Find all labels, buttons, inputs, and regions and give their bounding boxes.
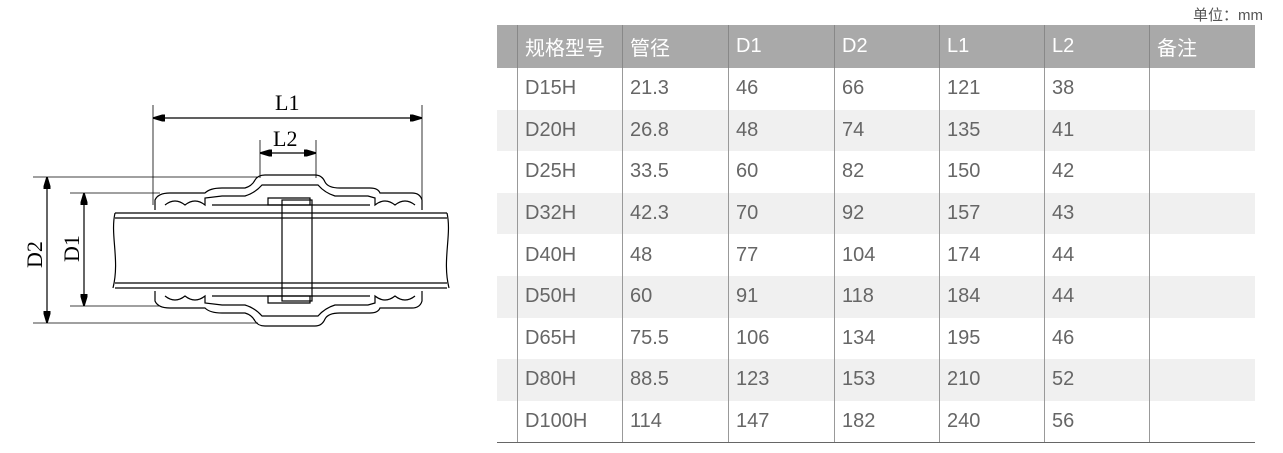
table-cell: D80H (517, 359, 623, 401)
header-cell: L2 (1044, 25, 1150, 68)
row-spacer (497, 68, 518, 110)
table-cell: 114 (622, 400, 729, 444)
table-cell: D100H (517, 400, 623, 444)
header-cell: 备注 (1149, 25, 1255, 68)
table-cell: 134 (834, 317, 940, 360)
table-cell: 77 (728, 234, 835, 276)
table-cell: 75.5 (622, 317, 729, 360)
table-cell: 210 (939, 359, 1045, 401)
table-header-row: 规格型号 管径 D1 D2 L1 L2 备注 (497, 25, 1255, 68)
table-row: D50H 60 91 118 184 44 (497, 275, 1255, 318)
table-cell: 153 (834, 359, 940, 401)
table-row: D25H 33.5 60 82 150 42 (497, 151, 1255, 193)
table-cell: 48 (622, 234, 729, 276)
table-cell: 182 (834, 400, 940, 444)
table-row: D100H 114 147 182 240 56 (497, 400, 1255, 444)
table-cell: 44 (1044, 275, 1150, 318)
table-cell: 42.3 (622, 192, 729, 235)
table-cell: 60 (728, 151, 835, 193)
table-cell: D65H (517, 317, 623, 360)
table-cell: D32H (517, 192, 623, 235)
label-d1: D1 (59, 235, 84, 262)
table-cell: 74 (834, 109, 940, 152)
row-spacer (497, 359, 518, 401)
table-cell: D25H (517, 151, 623, 193)
table-cell: 104 (834, 234, 940, 276)
table-cell: 150 (939, 151, 1045, 193)
table-cell: D40H (517, 234, 623, 276)
table-cell (1149, 317, 1255, 360)
table-cell: 38 (1044, 68, 1150, 110)
unit-label: 单位：mm (1193, 7, 1263, 24)
table-cell: D20H (517, 109, 623, 152)
table-cell: 157 (939, 192, 1045, 235)
row-spacer (497, 275, 518, 318)
table-cell: 123 (728, 359, 835, 401)
table-cell (1149, 192, 1255, 235)
table-cell: 41 (1044, 109, 1150, 152)
table-cell: 174 (939, 234, 1045, 276)
table-cell: 52 (1044, 359, 1150, 401)
label-l2: L2 (273, 126, 297, 151)
table-cell (1149, 68, 1255, 110)
table-row: D40H 48 77 104 174 44 (497, 234, 1255, 276)
table-cell: 42 (1044, 151, 1150, 193)
table-cell: 33.5 (622, 151, 729, 193)
table-cell: 60 (622, 275, 729, 318)
table-cell: 88.5 (622, 359, 729, 401)
table-cell: 46 (728, 68, 835, 110)
table-cell: 121 (939, 68, 1045, 110)
table-cell: 195 (939, 317, 1045, 360)
table-cell: 91 (728, 275, 835, 318)
label-l1: L1 (275, 90, 299, 115)
table-cell: 44 (1044, 234, 1150, 276)
table-row: D32H 42.3 70 92 157 43 (497, 192, 1255, 235)
table-row: D65H 75.5 106 134 195 46 (497, 317, 1255, 360)
table-cell: 26.8 (622, 109, 729, 152)
table-row: D20H 26.8 48 74 135 41 (497, 109, 1255, 152)
header-cell: 管径 (622, 25, 729, 68)
table-cell (1149, 151, 1255, 193)
table-cell: 56 (1044, 400, 1150, 444)
header-cell: D1 (728, 25, 835, 68)
header-cell: L1 (939, 25, 1045, 68)
table-cell: 135 (939, 109, 1045, 152)
table-cell: 43 (1044, 192, 1150, 235)
row-spacer (497, 109, 518, 152)
table-cell (1149, 275, 1255, 318)
table-cell: 82 (834, 151, 940, 193)
row-spacer (497, 192, 518, 235)
header-cell: 规格型号 (517, 25, 623, 68)
table-cell: 92 (834, 192, 940, 235)
header-spacer (497, 25, 518, 68)
coupling-section-drawing: L1 L2 D2 D1 (22, 90, 450, 327)
table-cell (1149, 234, 1255, 276)
row-spacer (497, 234, 518, 276)
table-row: D15H 21.3 46 66 121 38 (497, 68, 1255, 110)
table-cell: 21.3 (622, 68, 729, 110)
table-row: D80H 88.5 123 153 210 52 (497, 359, 1255, 401)
table-cell: 46 (1044, 317, 1150, 360)
row-spacer (497, 400, 518, 444)
table-cell: 70 (728, 192, 835, 235)
table-cell (1149, 400, 1255, 444)
table-cell: 66 (834, 68, 940, 110)
table-cell (1149, 109, 1255, 152)
table-cell: D15H (517, 68, 623, 110)
header-cell: D2 (834, 25, 940, 68)
table-cell: 147 (728, 400, 835, 444)
table-cell: 48 (728, 109, 835, 152)
table-cell: D50H (517, 275, 623, 318)
table-cell: 106 (728, 317, 835, 360)
label-d2: D2 (22, 241, 47, 268)
table-cell: 184 (939, 275, 1045, 318)
table-cell: 240 (939, 400, 1045, 444)
spec-table: 规格型号 管径 D1 D2 L1 L2 备注 D15H 21.3 46 66 121 38… (497, 25, 1255, 444)
row-spacer (497, 318, 518, 360)
row-spacer (497, 151, 518, 193)
table-cell (1149, 359, 1255, 401)
table-cell: 118 (834, 275, 940, 318)
